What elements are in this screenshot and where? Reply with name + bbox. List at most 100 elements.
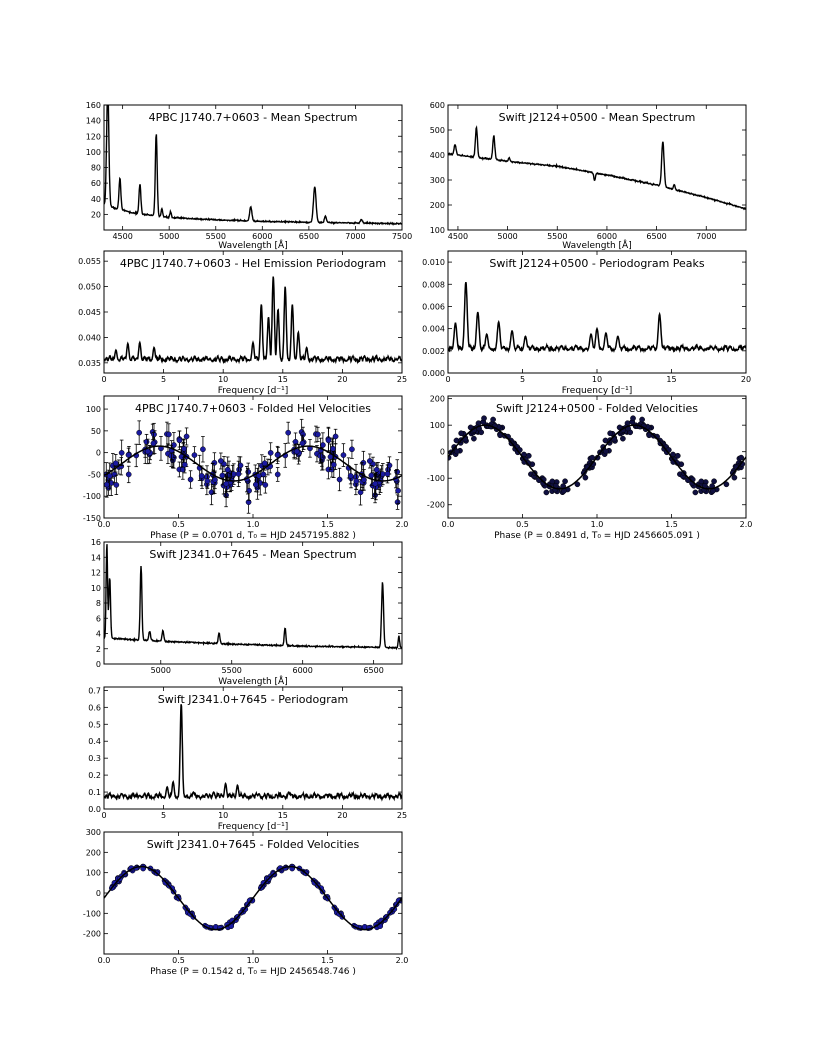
velocity-point [176,437,183,444]
x-tick-label: 0 [101,375,106,384]
data-layer [104,418,402,514]
velocity-point [458,430,464,437]
x-tick-label: 0.0 [442,520,455,529]
velocity-point [454,448,460,455]
velocity-point [285,429,292,436]
x-tick-label: 15 [278,811,288,820]
x-tick-label: 0.0 [98,956,111,965]
velocity-point [118,449,125,456]
velocity-point [589,454,596,461]
velocity-point [261,460,268,467]
panel-periodogram-swift-j2124: Swift J2124+0500 - Periodogram Peaks Fre… [489,257,705,396]
y-tick-label: -200 [427,501,445,510]
y-tick-label: -200 [83,930,101,939]
velocity-point [330,445,336,452]
panel-title: 4PBC J1740.7+0603 - HeI Emission Periodo… [120,257,386,270]
x-axis-label: Wavelength [Å] [218,239,287,251]
velocity-point [330,461,337,468]
y-tick-label: 0 [96,660,101,669]
velocity-point [204,478,211,484]
panel-folded-swift-j2124: Swift J2124+0500 - Folded Velocities Pha… [494,402,700,541]
y-tick-label: 0.002 [422,347,445,356]
data-layer [104,276,402,365]
y-tick-label: 10 [91,584,101,593]
velocity-point [267,449,274,456]
x-tick-label: 5500 [206,232,226,241]
panel-folded-swift-j2341: Swift J2341.0+7645 - Folded Velocities P… [147,838,360,977]
data-layer [448,415,746,496]
axes-frame [103,686,403,810]
x-tick-label: 1.5 [665,520,678,529]
y-tick-label: 20 [91,210,101,219]
velocity-point [168,453,175,459]
spectrum-line [448,125,746,211]
velocity-point [125,471,132,478]
y-tick-label: 0.4 [88,737,101,746]
y-tick-label: -100 [427,474,445,483]
y-tick-label: 500 [430,126,445,135]
y-tick-label: -100 [83,492,101,501]
velocity-point [144,448,151,455]
x-tick-label: 10 [592,375,602,384]
y-tick-label: 0.0 [88,805,101,814]
velocity-point [183,433,190,440]
data-layer [104,544,402,651]
velocity-point [212,476,218,483]
velocity-point [260,471,267,478]
y-tick-label: 100 [430,226,445,235]
x-axis-label: Phase (P = 0.0701 d, T₀ = HJD 2457195.88… [150,531,356,541]
y-tick-label: 100 [86,148,101,157]
velocity-point [300,431,306,438]
velocity-point [262,482,269,488]
y-tick-label: 200 [430,201,445,210]
velocity-point [246,487,252,494]
panel-title: 4PBC J1740.7+0603 - Folded HeI Velocitie… [135,402,371,415]
data-layer [104,704,402,802]
velocity-point [219,472,226,479]
velocity-point [574,481,581,488]
y-tick-label: 0.045 [78,308,101,317]
y-tick-label: 0.035 [78,359,101,368]
velocity-point [181,461,188,468]
velocity-point [150,440,157,447]
spectrum-line [104,544,402,651]
y-tick-label: 60 [91,179,101,188]
velocity-point [136,429,143,436]
velocity-point [245,499,252,505]
periodogram-line [104,704,402,802]
velocity-point [698,478,705,485]
x-tick-label: 1.0 [247,956,260,965]
velocity-point [490,416,496,423]
plot-area-p5: 0.0 0.5 1.0 1.5 2.0 -150 -100 -50 0 50 100 [83,395,408,529]
y-tick-label: 16 [91,538,101,547]
panel-spectrum-4pbc: 4PBC J1740.7+0603 - Mean Spectrum Wavele… [149,111,358,251]
panel-spectrum-swift-j2341: Swift J2341.0+7645 - Mean Spectrum Wavel… [149,548,356,687]
velocity-point [367,458,373,464]
y-tick-label: 0.7 [88,686,101,695]
x-tick-label: 7500 [392,232,412,241]
x-tick-label: 5000 [151,666,171,675]
velocity-point [353,478,360,484]
axes-frame [447,104,747,231]
velocity-point [191,452,198,458]
y-tick-label: 600 [430,101,445,110]
velocity-point [143,438,150,445]
velocity-point [274,471,281,478]
velocity-point [630,415,636,422]
x-tick-label: 0.5 [172,956,185,965]
y-tick-label: 0.004 [422,325,445,334]
panel-title: Swift J2124+0500 - Mean Spectrum [499,111,696,124]
y-tick-label: 0.006 [422,302,445,311]
plot-area-p1: 4500 5000 5500 6000 6500 7000 7500 20 40 60 80 100 1… [86,101,412,241]
y-tick-label: 12 [91,569,101,578]
panel-title: Swift J2341.0+7645 - Folded Velocities [147,838,360,851]
x-tick-label: 1.0 [247,520,260,529]
velocity-point [198,473,205,479]
data-layer [104,105,402,226]
x-tick-label: 2.0 [396,956,409,965]
y-tick-label: 400 [430,151,445,160]
velocity-point [543,489,550,496]
x-tick-label: 5500 [222,666,242,675]
y-tick-label: 0.055 [78,257,101,266]
